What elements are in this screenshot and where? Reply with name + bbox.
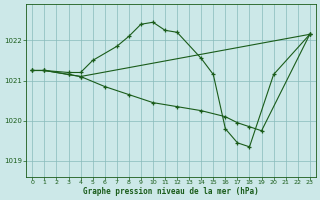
X-axis label: Graphe pression niveau de la mer (hPa): Graphe pression niveau de la mer (hPa) <box>83 187 259 196</box>
